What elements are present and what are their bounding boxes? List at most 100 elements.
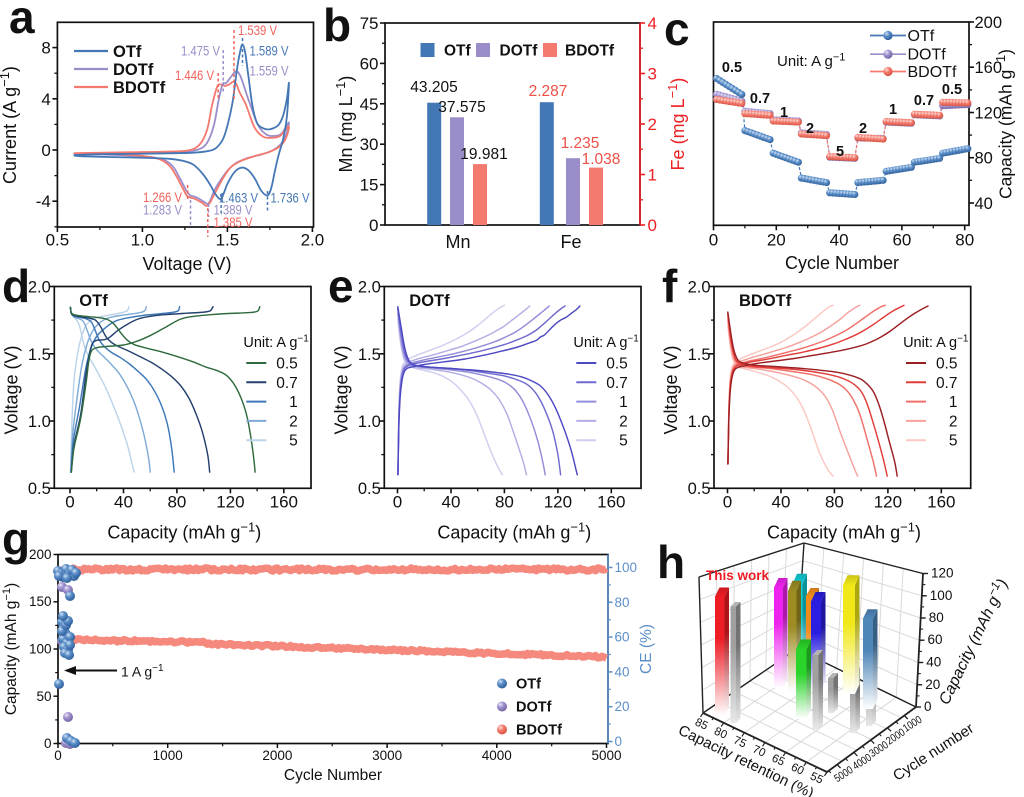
svg-text:BDOTf: BDOTf — [908, 64, 957, 81]
svg-text:2.287: 2.287 — [529, 83, 568, 100]
svg-text:Current (A g−1): Current (A g−1) — [0, 66, 20, 184]
svg-text:BDOTf: BDOTf — [113, 79, 166, 97]
svg-text:2: 2 — [806, 121, 814, 137]
svg-text:60: 60 — [615, 630, 630, 645]
svg-text:0: 0 — [393, 492, 402, 511]
svg-text:40: 40 — [114, 492, 133, 511]
svg-text:DOTf: DOTf — [409, 292, 450, 310]
svg-text:80: 80 — [955, 230, 974, 249]
svg-text:f: f — [662, 260, 678, 312]
svg-text:1.0: 1.0 — [688, 413, 711, 431]
svg-text:Cycle Number: Cycle Number — [785, 253, 899, 273]
svg-text:1.283 V: 1.283 V — [143, 203, 182, 218]
svg-text:30: 30 — [360, 135, 379, 154]
svg-text:1.235: 1.235 — [561, 135, 600, 152]
svg-text:BDOTf: BDOTf — [739, 292, 792, 310]
svg-text:70: 70 — [751, 743, 768, 759]
svg-text:0.5: 0.5 — [606, 356, 628, 373]
svg-text:80: 80 — [615, 595, 630, 610]
svg-text:Capacity (mAh g−1): Capacity (mAh g−1) — [107, 520, 261, 543]
svg-text:1.0: 1.0 — [131, 231, 155, 250]
svg-text:Cycle Number: Cycle Number — [284, 767, 382, 784]
svg-text:1.5: 1.5 — [216, 231, 240, 250]
svg-text:2: 2 — [619, 413, 628, 430]
svg-text:OTf: OTf — [908, 28, 935, 45]
svg-text:0.5: 0.5 — [46, 231, 70, 250]
svg-text:2: 2 — [289, 413, 298, 430]
svg-text:5: 5 — [949, 433, 958, 450]
svg-text:5: 5 — [619, 433, 628, 450]
svg-text:2.0: 2.0 — [28, 279, 51, 297]
svg-text:g: g — [2, 513, 30, 565]
svg-text:a: a — [9, 0, 35, 43]
svg-text:BDOTf: BDOTf — [565, 43, 615, 60]
svg-text:1.0: 1.0 — [28, 413, 51, 431]
svg-text:20: 20 — [925, 677, 940, 692]
svg-text:120: 120 — [216, 492, 244, 511]
svg-text:0: 0 — [54, 748, 62, 763]
svg-text:1.736 V: 1.736 V — [271, 191, 310, 206]
svg-text:Mn: Mn — [445, 232, 470, 252]
svg-text:Mn (mg L−1): Mn (mg L−1) — [333, 76, 356, 173]
svg-text:19.981: 19.981 — [460, 146, 507, 163]
svg-text:0.7: 0.7 — [276, 375, 298, 392]
svg-text:Fe (mg L−1): Fe (mg L−1) — [665, 78, 688, 171]
svg-text:0.5: 0.5 — [942, 82, 962, 98]
svg-text:OTf: OTf — [113, 43, 142, 61]
svg-text:80: 80 — [712, 725, 729, 741]
svg-text:Voltage (V): Voltage (V) — [331, 345, 351, 434]
svg-text:160: 160 — [597, 492, 625, 511]
svg-text:40: 40 — [772, 492, 791, 511]
svg-text:0: 0 — [615, 734, 623, 749]
svg-text:65: 65 — [770, 752, 787, 768]
svg-text:BDOTf: BDOTf — [516, 723, 562, 739]
svg-text:0: 0 — [709, 230, 718, 249]
svg-text:DOTf: DOTf — [500, 43, 539, 60]
svg-text:2: 2 — [648, 115, 657, 134]
svg-text:1: 1 — [648, 166, 657, 185]
svg-text:Capacity (mAh g−1): Capacity (mAh g−1) — [993, 49, 1016, 199]
svg-text:120: 120 — [931, 566, 954, 581]
svg-text:4: 4 — [41, 90, 50, 109]
svg-text:OTf: OTf — [79, 292, 108, 310]
svg-text:1.559 V: 1.559 V — [250, 64, 289, 79]
svg-text:1.5: 1.5 — [688, 346, 711, 364]
svg-text:Voltage (V): Voltage (V) — [1, 345, 21, 434]
svg-text:b: b — [323, 0, 351, 51]
svg-text:0.5: 0.5 — [28, 480, 51, 498]
svg-text:1.385 V: 1.385 V — [214, 215, 253, 230]
svg-text:4000: 4000 — [482, 748, 512, 763]
svg-text:80: 80 — [167, 492, 186, 511]
svg-text:4: 4 — [648, 14, 657, 33]
svg-text:40: 40 — [615, 664, 630, 679]
svg-text:150: 150 — [29, 594, 52, 609]
svg-text:37.575: 37.575 — [438, 99, 485, 116]
svg-text:0: 0 — [44, 736, 52, 751]
svg-text:20: 20 — [767, 230, 786, 249]
svg-text:160: 160 — [927, 492, 955, 511]
svg-text:d: d — [2, 260, 30, 312]
svg-text:1000: 1000 — [153, 748, 183, 763]
svg-text:This work: This work — [706, 568, 770, 583]
svg-text:75: 75 — [360, 14, 379, 33]
svg-text:55: 55 — [808, 770, 825, 786]
svg-text:120: 120 — [975, 105, 1003, 123]
svg-text:0.5: 0.5 — [276, 356, 298, 373]
svg-text:80: 80 — [495, 492, 514, 511]
svg-text:120: 120 — [544, 492, 572, 511]
svg-text:43.205: 43.205 — [410, 79, 457, 96]
svg-text:0: 0 — [723, 492, 732, 511]
svg-text:60: 60 — [928, 632, 943, 647]
svg-text:1.589 V: 1.589 V — [250, 44, 289, 59]
svg-text:40: 40 — [975, 195, 993, 213]
svg-text:0.5: 0.5 — [936, 356, 958, 373]
svg-text:80: 80 — [825, 492, 844, 511]
svg-text:5000: 5000 — [591, 748, 621, 763]
svg-text:60: 60 — [789, 761, 806, 777]
svg-text:160: 160 — [975, 59, 1003, 77]
svg-text:8: 8 — [41, 39, 50, 58]
svg-text:2: 2 — [859, 121, 867, 137]
svg-text:OTf: OTf — [516, 677, 541, 693]
svg-text:2.0: 2.0 — [301, 231, 325, 250]
svg-text:5: 5 — [289, 433, 298, 450]
